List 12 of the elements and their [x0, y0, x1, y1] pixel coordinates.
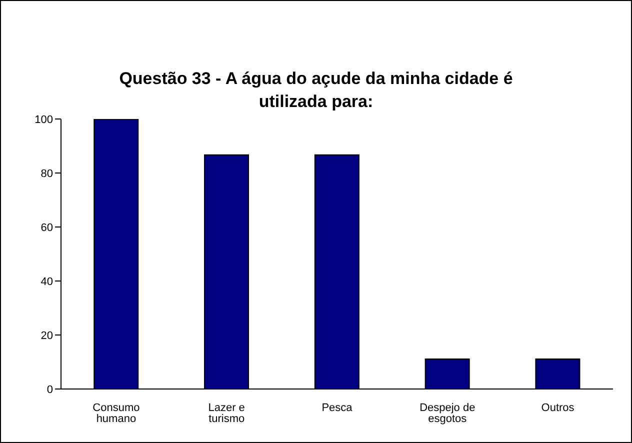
- y-tick-label: 0: [46, 384, 53, 396]
- x-tick-label: Lazer e turismo: [208, 402, 245, 425]
- x-tick-label: Outros: [541, 402, 575, 414]
- y-tick-label: 20: [40, 330, 53, 342]
- x-tick-label: Consumo humano: [92, 402, 140, 425]
- x-tick-label: Pesca: [322, 402, 354, 414]
- y-tick-label: 60: [40, 222, 53, 234]
- y-tick-label: 100: [34, 114, 53, 126]
- chart-title: Questão 33 - A água do açude da minha cidade é utilizada para:: [118, 68, 514, 113]
- y-tick-label: 40: [40, 276, 53, 288]
- x-tick-label: Despejo de esgotos: [420, 402, 476, 425]
- y-tick-label: 80: [40, 168, 53, 180]
